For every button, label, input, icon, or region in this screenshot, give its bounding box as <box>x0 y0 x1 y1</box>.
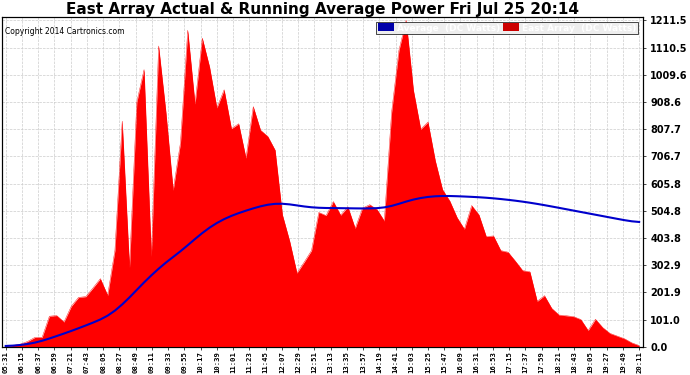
Title: East Array Actual & Running Average Power Fri Jul 25 20:14: East Array Actual & Running Average Powe… <box>66 2 579 17</box>
Text: Copyright 2014 Cartronics.com: Copyright 2014 Cartronics.com <box>6 27 125 36</box>
Legend: Average  (DC Watts), East Array  (DC Watts): Average (DC Watts), East Array (DC Watts… <box>377 22 638 34</box>
